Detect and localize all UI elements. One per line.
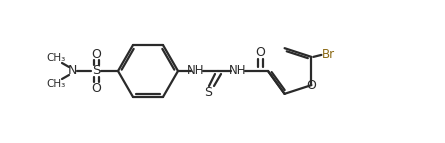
Text: NH: NH: [229, 64, 247, 78]
Text: S: S: [92, 64, 100, 78]
Text: CH₃: CH₃: [46, 79, 65, 89]
Text: CH₃: CH₃: [46, 53, 65, 63]
Text: S: S: [204, 87, 212, 100]
Text: O: O: [255, 46, 265, 59]
Text: Br: Br: [322, 48, 335, 61]
Text: O: O: [91, 47, 101, 60]
Text: O: O: [91, 82, 101, 95]
Text: N: N: [67, 64, 77, 78]
Text: NH: NH: [187, 64, 205, 78]
Text: O: O: [307, 79, 316, 92]
